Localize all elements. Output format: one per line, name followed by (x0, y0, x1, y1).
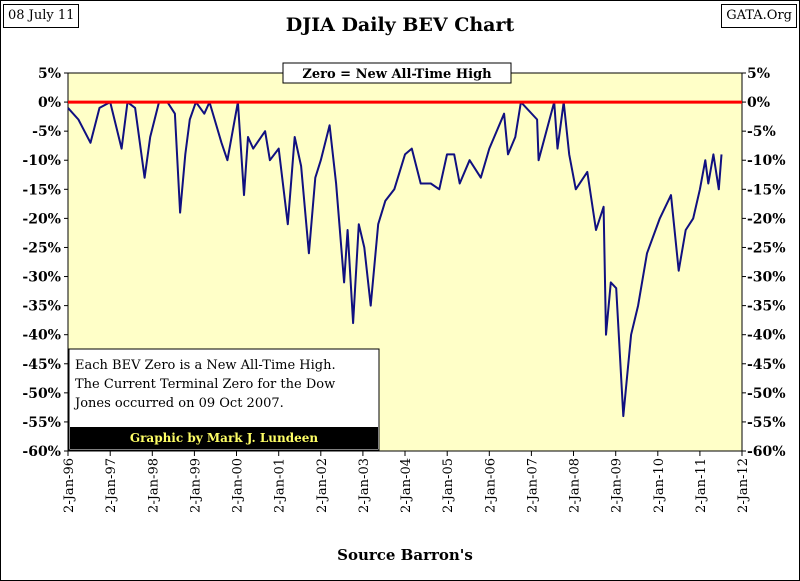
x-tick-label: 2-Jan-05 (441, 458, 456, 513)
x-tick-label: 2-Jan-99 (188, 458, 203, 513)
y-tick-label-left: -5% (32, 124, 61, 140)
y-tick-label-left: -35% (22, 299, 61, 315)
x-tick-label: 2-Jan-12 (736, 458, 751, 513)
y-tick-label-left: -15% (22, 182, 61, 198)
series-line (67, 101, 723, 418)
y-tick-label-left: 5% (38, 66, 61, 82)
x-axis-label: Source Barron's (337, 546, 473, 564)
y-tick-label-left: 0% (38, 95, 61, 111)
x-tick-label: 2-Jan-97 (104, 458, 119, 513)
annotation-layer: Each BEV Zero is a New All-Time High. The… (68, 348, 380, 451)
y-tick-label-left: -45% (22, 357, 61, 373)
axis-tick-labels: 5% 5% 0% 0% -5% -5% -10% -10% -15% -15% -20% -20% -2… (22, 66, 785, 513)
x-tick-label: 2-Jan-04 (399, 458, 414, 513)
x-tick-label: 2-Jan-00 (231, 458, 246, 513)
y-tick-label-right: 5% (747, 66, 770, 82)
x-tick-label: 2-Jan-07 (525, 458, 540, 513)
x-tick-label: 2-Jan-10 (652, 458, 667, 513)
y-tick-label-left: -25% (22, 240, 61, 256)
y-tick-label-right: -55% (747, 415, 786, 431)
y-tick-label-right: -15% (747, 182, 786, 198)
annotation-line: Jones occurred on 09 Oct 2007. (73, 396, 284, 411)
annotation-footer: Graphic by Mark J. Lundeen (130, 431, 319, 445)
x-tick-label: 2-Jan-09 (610, 458, 625, 513)
x-tick-label: 2-Jan-06 (483, 458, 498, 513)
x-tick-label: 2-Jan-02 (315, 458, 330, 513)
axis-ticks (64, 72, 746, 456)
date-label: 08 July 11 (3, 4, 80, 28)
zero-label: Zero = New All-Time High (302, 67, 492, 82)
y-tick-label-right: -50% (747, 386, 786, 402)
series-layer (67, 101, 723, 418)
x-tick-label: 2-Jan-11 (694, 458, 709, 513)
annotation-line: Each BEV Zero is a New All-Time High. (75, 358, 336, 373)
y-tick-label-right: -60% (747, 444, 786, 460)
source-tag-label: GATA.Org (721, 4, 797, 28)
annotation-footer-bar (70, 427, 378, 449)
y-tick-label-left: -40% (22, 328, 61, 344)
x-tick-label: 2-Jan-03 (357, 458, 372, 513)
x-tick-label: 2-Jan-01 (273, 458, 288, 513)
y-tick-label-left: -10% (22, 153, 61, 169)
zero-label-box (282, 62, 512, 84)
y-tick-label-right: -45% (747, 357, 786, 373)
y-tick-label-right: -35% (747, 299, 786, 315)
y-tick-label-left: -20% (22, 211, 61, 227)
y-tick-label-right: -5% (747, 124, 776, 140)
y-tick-label-right: 0% (747, 95, 770, 111)
y-tick-label-left: -60% (22, 444, 61, 460)
y-tick-label-left: -30% (22, 270, 61, 286)
y-tick-label-right: -30% (747, 270, 786, 286)
y-tick-label-left: -50% (22, 386, 61, 402)
annotation-line: The Current Terminal Zero for the Dow (75, 377, 335, 392)
y-tick-label-right: -20% (747, 211, 786, 227)
x-tick-label: 2-Jan-98 (146, 458, 161, 513)
y-tick-label-right: -10% (747, 153, 786, 169)
reference-layer: Zero = New All-Time High (68, 62, 742, 104)
y-tick-label-left: -55% (22, 415, 61, 431)
chart-title: DJIA Daily BEV Chart (285, 14, 515, 36)
x-tick-label: 2-Jan-96 (62, 458, 77, 513)
y-tick-label-right: -25% (747, 240, 786, 256)
x-tick-label: 2-Jan-08 (568, 458, 583, 513)
y-tick-label-right: -40% (747, 328, 786, 344)
